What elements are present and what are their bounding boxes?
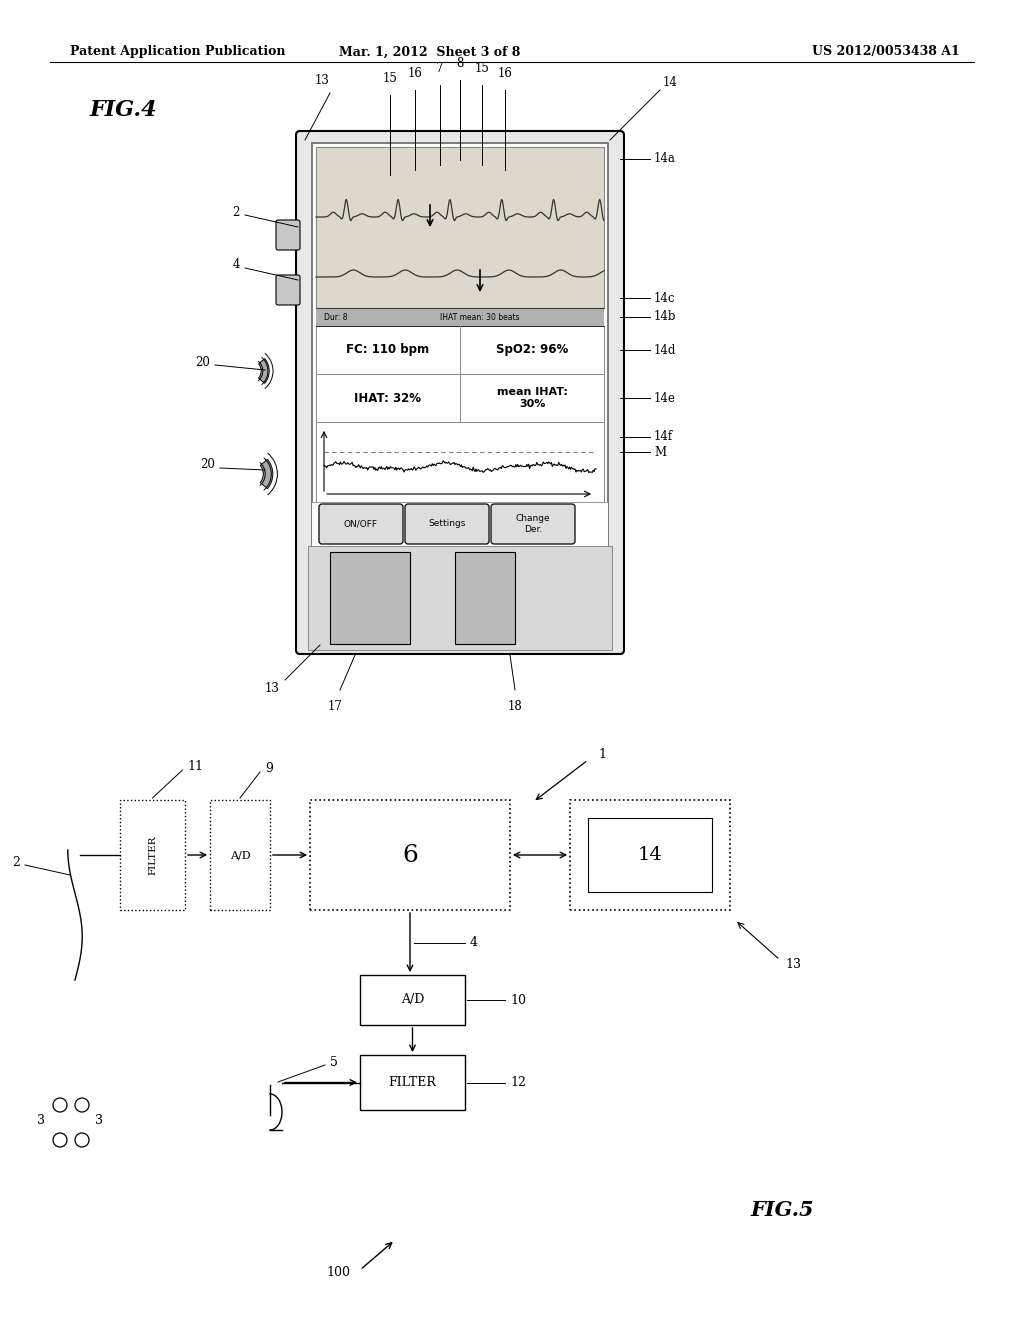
Bar (316, 308, 604, 326)
Bar (330, 552, 410, 644)
Text: 20: 20 (200, 458, 215, 471)
Bar (120, 800, 185, 909)
Text: Mar. 1, 2012  Sheet 3 of 8: Mar. 1, 2012 Sheet 3 of 8 (339, 45, 520, 58)
Text: 9: 9 (265, 763, 272, 776)
Text: FILTER: FILTER (388, 1076, 436, 1089)
Text: 7: 7 (436, 62, 443, 75)
Text: 14c: 14c (654, 292, 676, 305)
Text: ON/OFF: ON/OFF (344, 520, 378, 528)
Text: 12: 12 (510, 1076, 526, 1089)
Text: 4: 4 (470, 936, 478, 949)
FancyBboxPatch shape (276, 275, 300, 305)
Text: 18: 18 (508, 700, 522, 713)
Circle shape (75, 1098, 89, 1111)
Bar (316, 422, 604, 502)
Text: 100: 100 (326, 1266, 350, 1279)
Bar (360, 1055, 465, 1110)
Bar (308, 546, 612, 649)
Text: 3: 3 (95, 1114, 103, 1126)
Text: 14a: 14a (654, 153, 676, 165)
Text: IHAT mean: 30 beats: IHAT mean: 30 beats (440, 313, 520, 322)
Bar (570, 800, 730, 909)
Bar (316, 147, 604, 308)
Text: A/D: A/D (229, 850, 250, 861)
FancyBboxPatch shape (276, 220, 300, 249)
Text: 11: 11 (187, 760, 204, 774)
Text: mean IHAT:
30%: mean IHAT: 30% (497, 387, 567, 409)
FancyBboxPatch shape (490, 504, 575, 544)
Text: M: M (654, 446, 667, 458)
Text: 4: 4 (232, 259, 240, 272)
Text: 10: 10 (510, 994, 526, 1006)
Bar (312, 502, 608, 546)
FancyBboxPatch shape (406, 504, 489, 544)
Text: 13: 13 (314, 74, 330, 87)
Text: 14f: 14f (654, 430, 673, 444)
Text: FIG.5: FIG.5 (750, 1200, 813, 1220)
Text: 5: 5 (330, 1056, 338, 1068)
Text: 14e: 14e (654, 392, 676, 404)
FancyBboxPatch shape (319, 504, 403, 544)
Text: 15: 15 (474, 62, 489, 75)
Text: 6: 6 (402, 843, 418, 866)
Text: FILTER: FILTER (148, 836, 157, 875)
Text: 13: 13 (785, 958, 801, 972)
Bar (588, 818, 712, 892)
Text: 3: 3 (37, 1114, 45, 1126)
Text: US 2012/0053438 A1: US 2012/0053438 A1 (812, 45, 961, 58)
Text: 8: 8 (457, 57, 464, 70)
Circle shape (75, 1133, 89, 1147)
Text: 14: 14 (663, 77, 678, 90)
Text: Dur: 8: Dur: 8 (324, 313, 347, 322)
Text: A/D: A/D (400, 994, 424, 1006)
Text: SpO2: 96%: SpO2: 96% (496, 343, 568, 356)
Circle shape (53, 1133, 67, 1147)
Text: 15: 15 (383, 73, 397, 84)
Bar (316, 326, 604, 374)
Text: Settings: Settings (428, 520, 466, 528)
Text: 17: 17 (328, 700, 342, 713)
Text: 2: 2 (232, 206, 240, 219)
Bar (455, 552, 515, 644)
Text: 1: 1 (598, 748, 606, 762)
Text: 14: 14 (638, 846, 663, 865)
Text: FC: 110 bpm: FC: 110 bpm (346, 343, 429, 356)
Text: 14d: 14d (654, 343, 677, 356)
Bar (360, 975, 465, 1026)
Bar (210, 800, 270, 909)
Wedge shape (260, 459, 272, 488)
Bar (310, 800, 510, 909)
Text: Change
Der.: Change Der. (516, 515, 550, 533)
Text: 13: 13 (265, 681, 280, 694)
Text: IHAT: 32%: IHAT: 32% (354, 392, 422, 404)
Wedge shape (259, 359, 269, 383)
Text: 16: 16 (408, 67, 423, 81)
Text: 16: 16 (498, 67, 512, 81)
Circle shape (53, 1098, 67, 1111)
Bar (312, 143, 608, 579)
Text: 2: 2 (12, 857, 20, 870)
Text: Patent Application Publication: Patent Application Publication (70, 45, 286, 58)
Text: 20: 20 (196, 355, 210, 368)
Text: FIG.4: FIG.4 (90, 99, 158, 121)
Text: 14b: 14b (654, 310, 677, 323)
Bar (316, 374, 604, 422)
FancyBboxPatch shape (296, 131, 624, 653)
